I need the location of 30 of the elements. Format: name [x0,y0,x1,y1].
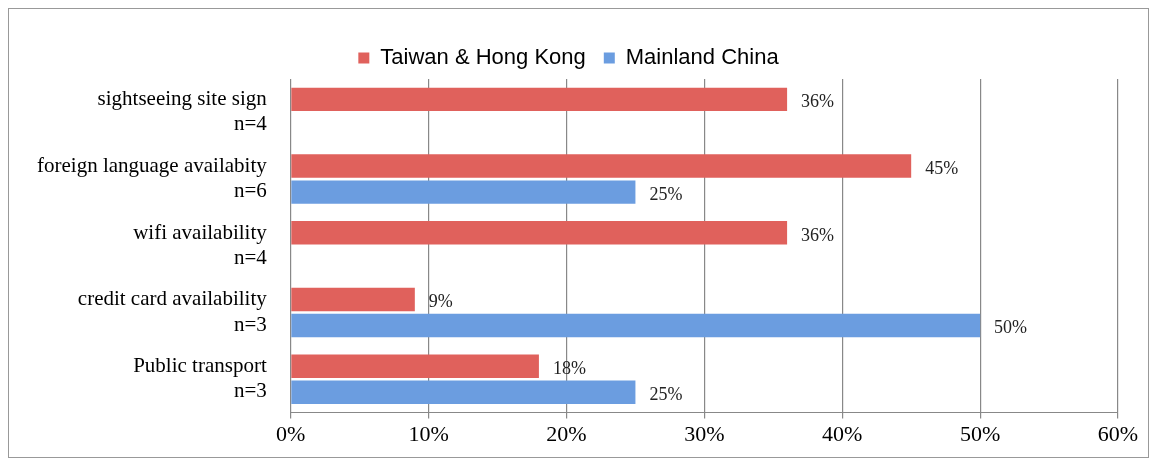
bar [291,354,539,378]
x-tick-label: 0% [276,420,306,446]
data-label: 36% [801,91,835,112]
y-tick-label: foreign language availabity n=6 [36,153,268,203]
bar [291,180,636,204]
data-label: 18% [552,357,586,378]
data-label: 25% [649,383,683,404]
x-tick-label: 60% [1097,420,1139,446]
data-label: 9% [428,291,453,312]
data-label: 25% [649,183,683,204]
x-tick-label: 20% [546,420,587,446]
x-tick-label: 50% [959,420,1001,446]
bar [291,154,912,178]
x-tick-label: 30% [684,420,725,446]
x-tick-label: 40% [822,420,863,446]
bar [291,380,636,404]
y-tick-label: Public transport n=3 [133,353,267,403]
bar [291,87,788,112]
data-label: 45% [925,157,959,178]
y-tick-label: wifi availability n=4 [133,219,268,269]
y-tick-label: credit card availability n=3 [77,286,268,336]
data-label: 36% [801,224,835,245]
data-label: 50% [994,317,1028,338]
y-tick-label: sightseeing site sign n=4 [97,86,268,136]
bar [291,221,788,245]
legend-label: Taiwan & Hong Kong [380,44,586,70]
bar [291,313,981,338]
x-tick-label: 10% [408,420,449,446]
bar [291,287,415,312]
legend-label: Mainland China [625,44,780,70]
